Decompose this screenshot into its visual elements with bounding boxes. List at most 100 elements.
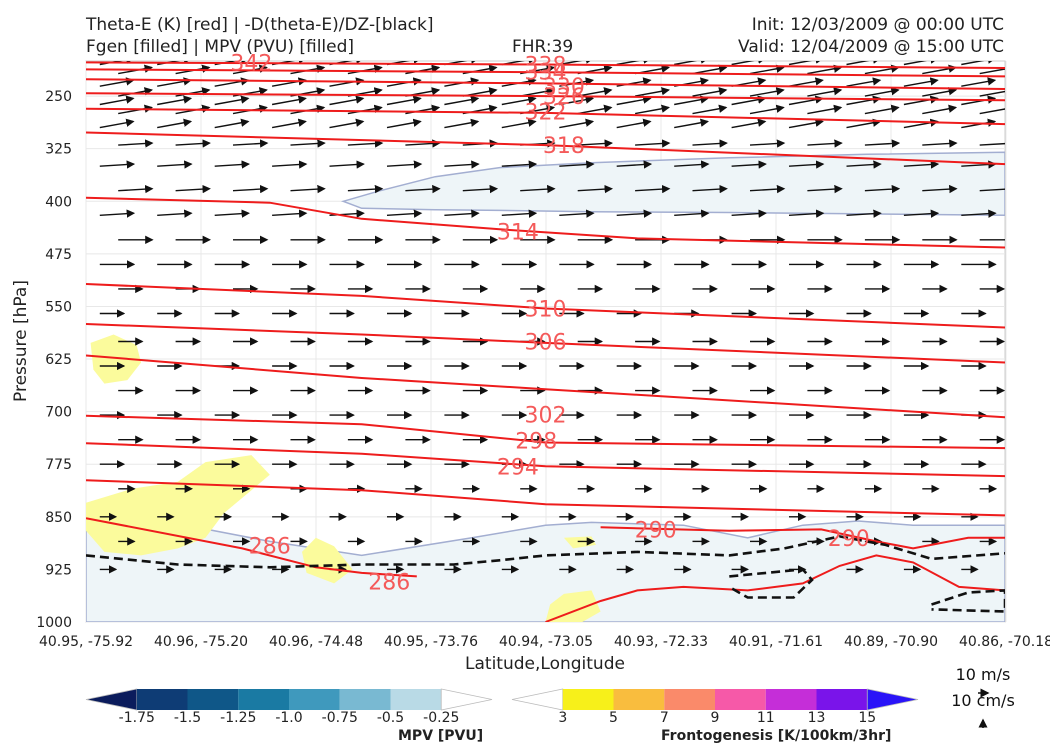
colorbar-extend <box>440 688 493 711</box>
colorbar-tick-label: 15 <box>858 710 876 726</box>
theta-e-contour <box>86 78 1005 90</box>
y-tick-label: 325 <box>45 142 72 158</box>
wind-vector <box>577 184 613 194</box>
wind-vector <box>118 184 154 194</box>
fgen-filled-region <box>90 334 142 384</box>
wind-vector <box>922 184 958 194</box>
x-tick-label: 40.89, -70.90 <box>844 634 938 650</box>
wind-vector <box>846 118 882 129</box>
wind-vector <box>577 104 613 115</box>
theta-e-contour-label: 294 <box>497 455 539 480</box>
wind-vector <box>731 209 767 218</box>
wind-vector <box>922 87 958 97</box>
wind-vector <box>846 61 882 66</box>
colorbar-mpv: -1.75 -1.5 -1.25 -1.0 -0.75 -0.5 -0.25 <box>85 688 493 726</box>
wind-vector <box>444 209 480 218</box>
wind-vector <box>864 139 901 148</box>
wind-vector <box>405 139 441 148</box>
theta-e-contour-label: 310 <box>525 298 567 323</box>
theta-e-contour-label: 338 <box>525 54 567 79</box>
y-axis-label: Pressure [hPa] <box>11 280 31 402</box>
colorbar-tick-label: 3 <box>558 710 567 726</box>
wind-vector <box>386 77 422 87</box>
wind-vector <box>749 139 786 148</box>
mpv-colorbar-label: MPV [PVU] <box>398 728 484 744</box>
wind-vector <box>674 118 709 129</box>
colorbar-tick-label: 5 <box>609 710 618 726</box>
wind-vector <box>616 61 652 66</box>
theta-e-contour <box>86 414 1005 450</box>
theta-e-contour <box>86 354 1005 419</box>
wind-vector <box>386 95 422 106</box>
colorbar-tick-label: 9 <box>711 710 720 726</box>
theta-e-contour-label: 302 <box>525 403 567 428</box>
colorbar-swatch <box>238 689 290 710</box>
wind-vector <box>788 61 824 66</box>
x-tick-label: 40.91, -71.61 <box>729 634 823 650</box>
wind-vector <box>157 118 193 129</box>
wind-vector <box>979 90 1005 97</box>
wind-vector <box>559 118 595 129</box>
theta-e-contour-label: 342 <box>230 51 272 76</box>
wind-vector <box>674 160 710 169</box>
wind-vector <box>520 184 556 194</box>
mpv-filled-region <box>340 151 1005 217</box>
wind-vector <box>329 160 365 169</box>
colorbar-swatch <box>664 689 716 710</box>
colorbar-tick-label: -1.5 <box>174 710 201 726</box>
title-left-line1: Theta-E (K) [red] | -D(theta-E)/DZ-[blac… <box>86 15 434 35</box>
wind-vector <box>232 184 269 194</box>
wind-vector <box>616 118 652 129</box>
wind-vector <box>788 77 824 87</box>
wind-vector <box>807 64 843 75</box>
theta-e-contour-label: 286 <box>249 535 291 560</box>
y-tick-label: 775 <box>45 457 72 473</box>
wind-vector <box>99 209 136 218</box>
wind-vector <box>559 160 595 169</box>
y-tick-label: 475 <box>45 247 72 263</box>
wind-vector <box>559 95 595 106</box>
wind-vector <box>692 184 728 194</box>
wind-vector <box>692 87 728 97</box>
theta-e-contour-label: 334 <box>525 61 567 86</box>
wind-vector <box>692 104 728 115</box>
wind-vector <box>290 184 326 194</box>
theta-e-contour <box>86 196 1005 249</box>
theta-e-contour <box>86 107 1005 126</box>
wind-vector <box>501 160 538 169</box>
wind-vector <box>846 160 882 169</box>
colorbar-extend <box>85 688 138 711</box>
theta-e-contour-label: 290 <box>635 518 677 543</box>
wind-vector <box>99 77 135 87</box>
theta-e-contour-label: 298 <box>515 429 557 454</box>
x-tick-label: 40.93, -72.33 <box>614 634 708 650</box>
theta-e-contour-label: 290 <box>828 527 870 552</box>
theta-e-contour <box>86 131 1005 166</box>
x-tick-label: 40.86, -70.18 <box>959 634 1050 650</box>
colorbar-tick-label: -1.0 <box>275 710 302 726</box>
wind-vector <box>864 64 900 75</box>
title-init: Init: 12/03/2009 @ 00:00 UTC <box>751 15 1004 35</box>
x-tick-label: 40.96, -75.20 <box>154 634 248 650</box>
colorbar-swatch <box>613 689 665 710</box>
wind-vector <box>807 104 843 115</box>
wind-vector <box>444 160 480 169</box>
wind-vector <box>674 209 710 218</box>
wind-vector <box>864 87 900 97</box>
wind-vector <box>577 87 613 97</box>
theta-e-contour <box>86 92 1005 102</box>
wind-vector <box>272 160 308 169</box>
wind-vector <box>501 209 538 218</box>
x-tick-label: 40.95, -73.76 <box>384 634 478 650</box>
wind-vector <box>444 118 480 129</box>
wind-vector <box>386 209 423 218</box>
wind-vector <box>749 104 785 115</box>
theta-e-contour <box>545 554 1005 622</box>
colorbar-swatch <box>765 689 817 710</box>
wind-vector <box>444 95 480 106</box>
y-tick-label: 250 <box>45 89 72 105</box>
colorbar-swatch <box>715 689 766 710</box>
wind-vector <box>635 139 671 148</box>
wind-vector <box>559 209 595 218</box>
